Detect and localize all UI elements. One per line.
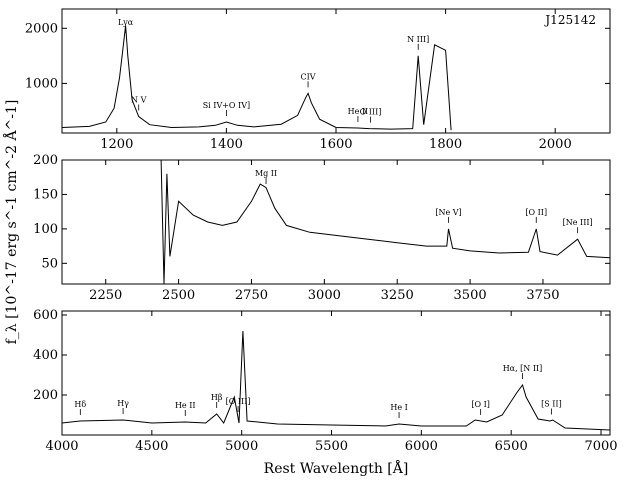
object-label: J125142: [543, 13, 596, 27]
line-label: Hα, [N II]: [503, 364, 543, 373]
y-tick-label: 1000: [25, 76, 58, 91]
line-label: Si IV+O IV]: [203, 101, 250, 110]
line-label: [O II]: [525, 208, 547, 217]
line-label: N V: [131, 95, 147, 104]
y-tick-label: 2000: [25, 21, 58, 36]
line-label: He II: [175, 401, 196, 410]
y-tick-label: 50: [41, 256, 58, 271]
y-tick-label: 200: [33, 153, 58, 168]
x-tick-label: 3000: [308, 288, 341, 303]
x-tick-label: 3500: [454, 288, 487, 303]
panel-near-uv-annotations: Mg II [Ne V] [O II] [Ne III]: [255, 169, 593, 234]
y-axis-title: f_λ [10^-17 erg s^-1 cm^-2 Å^-1]: [2, 100, 20, 345]
panel-uv-frame: [61, 8, 611, 134]
line-label: CIV: [301, 72, 316, 81]
line-label: Hδ: [74, 400, 86, 409]
line-label: Hγ: [117, 399, 129, 408]
panel-near-uv-spectrum-line: [160, 159, 611, 285]
x-tick-label: 4000: [45, 439, 78, 454]
x-tick-label: 2750: [235, 288, 268, 303]
x-tick-label: 6000: [405, 439, 438, 454]
x-tick-label: 2500: [162, 288, 195, 303]
line-label: [Ne V]: [435, 208, 461, 217]
x-tick-label: 5500: [315, 439, 348, 454]
y-tick-label: 200: [33, 388, 58, 403]
x-tick-label: 4500: [135, 439, 168, 454]
x-axis-title: Rest Wavelength [Å]: [264, 459, 409, 477]
line-label: Mg II: [255, 169, 277, 178]
panel-optical-xticks: 4000 4500 5000 5500 6000 6500 7000: [45, 311, 618, 454]
y-tick-label: 150: [33, 187, 58, 202]
panel-near-uv-yticks: 50 100 150 200: [33, 153, 610, 271]
x-tick-label: 1400: [210, 137, 243, 152]
panel-uv: 1200 1400 1600 1800 2000 1000 2000 Lyα N V Si I…: [25, 8, 611, 152]
line-label: [Ne III]: [563, 218, 593, 227]
line-label: He I: [390, 403, 407, 412]
panel-optical-annotations: Hδ Hγ He II Hβ [O III] He I [O I] Hα, [N II] [S …: [74, 364, 562, 418]
x-tick-label: 1600: [319, 137, 352, 152]
panel-uv-spectrum-line: [61, 25, 452, 131]
line-label: [O I]: [471, 400, 490, 409]
x-tick-label: 5000: [225, 439, 258, 454]
panel-optical-spectrum-line: [61, 330, 611, 431]
y-tick-label: 400: [33, 348, 58, 363]
line-label: Hβ: [211, 393, 223, 402]
x-tick-label: 3750: [526, 288, 559, 303]
x-tick-label: 3250: [381, 288, 414, 303]
line-label: He II: [348, 107, 369, 116]
x-tick-label: 1800: [429, 137, 462, 152]
panel-uv-annotations: Lyα N V Si IV+O IV] CIV He IIO III] N III]: [118, 18, 429, 123]
panel-near-uv-xticks: 2250 2500 2750 3000 3250 3500 3750: [89, 160, 560, 303]
y-tick-label: 100: [33, 222, 58, 237]
x-tick-label: 7000: [584, 439, 617, 454]
line-label: [O III]: [226, 397, 251, 406]
x-tick-label: 6500: [495, 439, 528, 454]
line-label: [S II]: [541, 399, 562, 408]
x-tick-label: 2250: [89, 288, 122, 303]
panel-near-uv-frame: [61, 159, 611, 285]
line-label: N III]: [407, 35, 429, 44]
y-tick-label: 600: [33, 308, 58, 323]
panel-optical-yticks: 200 400 600: [33, 308, 610, 403]
x-tick-label: 1200: [100, 137, 133, 152]
x-tick-label: 2000: [539, 137, 572, 152]
panel-near-uv: 2250 2500 2750 3000 3250 3500 3750 50 100 150 200…: [33, 153, 611, 303]
line-label: O III]: [360, 108, 382, 117]
panel-optical-frame: [61, 310, 611, 436]
line-label: Lyα: [118, 18, 134, 27]
panel-uv-xticks: 1200 1400 1600 1800 2000: [100, 9, 572, 152]
panel-uv-yticks: 1000 2000: [25, 21, 610, 91]
panel-optical: 4000 4500 5000 5500 6000 6500 7000 200 400 600 H…: [33, 308, 617, 454]
